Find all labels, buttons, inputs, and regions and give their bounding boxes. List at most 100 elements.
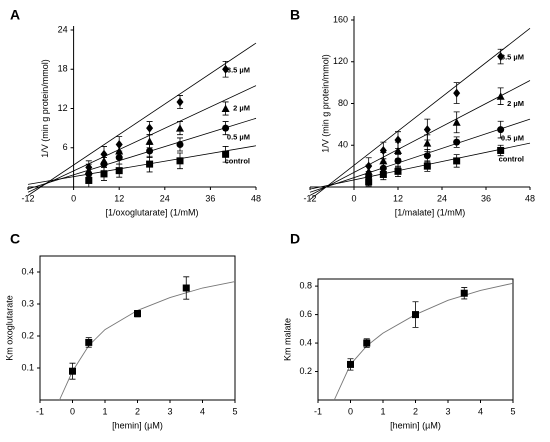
y-tick-label: 18 [58,64,68,74]
point [176,157,184,165]
x-tick-label: 24 [437,193,447,203]
x-tick-label: 0 [351,193,356,203]
point [100,170,108,178]
x-tick-label: 12 [114,193,124,203]
x-tick-label: 48 [251,193,261,203]
point [412,311,419,319]
panel-label: C [10,231,20,247]
point [100,149,108,159]
y-tick-label: 0.4 [21,266,34,276]
x-tick-label: 12 [393,193,403,203]
point [363,339,371,347]
point [176,97,184,107]
x-axis-label: [1/oxoglutarate] (1/mM) [105,207,198,217]
y-tick-label: 0.4 [299,337,312,347]
point [497,52,505,62]
x-tick-label: 5 [232,406,237,416]
x-tick-label: 36 [205,193,215,203]
fit-line [309,28,531,200]
point [85,338,93,346]
fit-line [309,80,531,196]
y-tick-label: 120 [333,56,348,66]
series-label: 0.5 µM [227,132,250,141]
point [221,104,230,112]
y-tick-label: 0.1 [21,362,34,372]
y-tick-label: 12 [58,103,68,113]
point [453,88,461,98]
x-axis-label: [hemin] (µM) [390,420,441,430]
point [146,160,154,168]
point [423,139,432,147]
panel-label: D [290,231,300,247]
point [423,152,431,160]
point [134,310,141,318]
x-tick-label: -12 [21,193,34,203]
y-axis-label: 1/V (min g protein/mmol) [40,59,50,158]
series-label: 0.5 µM [501,133,524,142]
fit-curve [333,282,514,401]
series-label: 2 µM [233,103,250,112]
x-tick-label: 36 [481,193,491,203]
y-tick-label: 0.2 [299,366,312,376]
point [176,140,184,148]
point [85,162,93,172]
x-tick-label: 4 [200,406,205,416]
panel-label: B [290,7,300,23]
point [115,139,123,149]
fit-line [27,85,257,193]
point [222,124,230,132]
y-axis-label: Km oxoglutarate [4,295,14,361]
series-label: 2 µM [507,99,524,108]
fit-line [309,118,531,193]
y-tick-label: 0.8 [299,280,312,290]
point [176,124,184,132]
point [453,157,461,165]
x-tick-label: 5 [510,406,515,416]
x-tick-label: 3 [445,406,450,416]
point [452,118,461,126]
y-axis-label: Km malate [282,318,292,361]
point [365,161,373,171]
point [394,146,402,154]
point [222,150,230,158]
x-tick-label: -1 [36,406,44,416]
point [496,92,505,100]
x-axis-label: [hemin] (µM) [112,420,163,430]
plot-frame [317,278,514,401]
point [497,126,505,134]
fit-curve [59,281,236,401]
point [115,167,123,175]
y-tick-label: 80 [338,98,348,108]
x-tick-label: -12 [303,193,316,203]
point [423,162,431,170]
y-axis-label: 1/V (min g protein/mmol) [320,54,330,153]
point [182,284,190,292]
point [379,156,388,165]
y-tick-label: 6 [63,142,68,152]
x-tick-label: 3 [167,406,172,416]
point [460,289,468,297]
y-tick-label: 40 [338,140,348,150]
x-tick-label: 1 [102,406,107,416]
point [145,137,154,145]
series-label: 3.5 µM [501,52,524,61]
fit-line [27,117,257,190]
point [146,123,154,133]
y-tick-label: 0.3 [21,298,34,308]
x-tick-label: 0 [70,406,75,416]
panel-label: A [10,7,20,23]
x-tick-label: 2 [135,406,140,416]
fit-line [27,42,257,196]
y-tick-label: 160 [333,14,348,24]
point [146,147,154,155]
point [423,125,431,135]
point [394,135,402,145]
x-tick-label: 0 [71,193,76,203]
point [453,138,461,146]
y-tick-label: 0.6 [299,309,312,319]
fit-line [27,145,257,185]
series-label: control [499,155,524,164]
x-tick-label: 0 [348,406,353,416]
series-label: 3.5 µM [227,65,250,74]
